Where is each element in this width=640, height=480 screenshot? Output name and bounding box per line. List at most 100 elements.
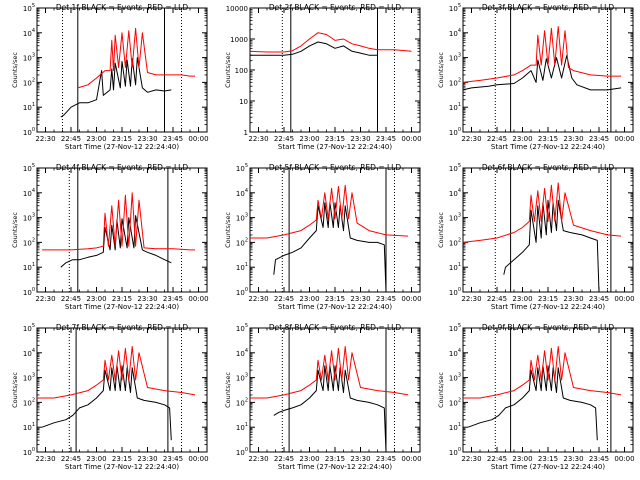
x-tick-label: 22:45 [274, 135, 294, 143]
x-tick-label: 23:45 [589, 295, 609, 303]
lld-series-line [463, 346, 622, 399]
y-tick-label: 103 [23, 373, 35, 383]
x-tick-label: 00:00 [188, 135, 208, 143]
y-axis-label: Counts/sec [11, 372, 19, 408]
panel-det-5: 100 101 102 103 104 105 22:30 22:45 23:00 23:15 23… [224, 163, 422, 311]
panel-title: Det 2f BLACK = Events, RED = LLD [269, 3, 402, 12]
x-tick-label: 22:30 [35, 295, 55, 303]
x-tick-label: 00:00 [401, 455, 421, 463]
x-tick-label: 23:30 [137, 295, 157, 303]
y-axis-label: Counts/sec [224, 52, 232, 88]
y-tick-label: 105 [236, 163, 248, 173]
x-tick-label: 23:30 [350, 135, 370, 143]
y-tick-label: 100 [236, 447, 248, 457]
x-tick-label: 23:00 [512, 295, 532, 303]
panel-title: Det 5f BLACK = Events, RED = LLD [269, 163, 402, 172]
x-tick-label: 23:45 [376, 135, 396, 143]
x-tick-label: 23:00 [86, 295, 106, 303]
x-tick-label: 23:30 [563, 295, 583, 303]
y-tick-label: 102 [23, 237, 35, 247]
events-series-line [41, 365, 172, 441]
x-tick-label: 23:00 [299, 295, 319, 303]
x-tick-label: 00:00 [614, 455, 634, 463]
y-tick-label: 102 [236, 237, 248, 247]
y-tick-label: 104 [449, 28, 461, 38]
x-tick-label: 23:45 [376, 295, 396, 303]
panel-title: Det 9f BLACK = Events, RED = LLD [482, 323, 615, 332]
x-tick-label: 23:30 [137, 455, 157, 463]
y-tick-label: 100 [23, 287, 35, 297]
x-tick-label: 22:30 [461, 135, 481, 143]
x-axis-label: Start Time (27-Nov-12 22:24:40) [491, 143, 605, 151]
x-tick-label: 23:30 [563, 455, 583, 463]
x-tick-label: 22:30 [248, 295, 268, 303]
events-series-line [467, 365, 598, 441]
y-tick-label: 10000 [226, 5, 248, 13]
x-tick-label: 23:00 [86, 135, 106, 143]
x-tick-label: 23:15 [112, 135, 132, 143]
x-axis-label: Start Time (27-Nov-12 22:24:40) [65, 303, 179, 311]
x-tick-label: 22:45 [487, 455, 507, 463]
x-tick-label: 23:30 [350, 295, 370, 303]
y-tick-label: 10 [239, 98, 248, 106]
x-axis-label: Start Time (27-Nov-12 22:24:40) [278, 463, 392, 471]
x-axis-label: Start Time (27-Nov-12 22:24:40) [491, 303, 605, 311]
lld-series-line [77, 27, 196, 89]
y-tick-label: 1000 [230, 36, 248, 44]
panel-title: Det 8f BLACK = Events, RED = LLD [269, 323, 402, 332]
y-tick-label: 100 [23, 447, 35, 457]
y-tick-label: 100 [235, 67, 248, 75]
y-tick-label: 100 [23, 127, 35, 137]
x-tick-label: 22:45 [61, 295, 81, 303]
x-tick-label: 22:45 [61, 455, 81, 463]
y-tick-label: 102 [449, 397, 461, 407]
x-tick-label: 22:45 [487, 135, 507, 143]
x-tick-label: 23:30 [137, 135, 157, 143]
y-tick-label: 103 [23, 213, 35, 223]
x-tick-label: 23:00 [512, 455, 532, 463]
y-tick-label: 103 [236, 213, 248, 223]
y-tick-label: 102 [23, 397, 35, 407]
panel-det-6: 100 101 102 103 104 105 22:30 22:45 23:00 23:15 23… [437, 163, 635, 311]
lld-series-line [37, 346, 196, 399]
x-tick-label: 22:30 [461, 295, 481, 303]
y-axis-label: Counts/sec [437, 372, 445, 408]
lld-series-line [250, 184, 409, 239]
panel-title: Det 4f BLACK = Events, RED = LLD [56, 163, 189, 172]
x-axis-label: Start Time (27-Nov-12 22:24:40) [65, 463, 179, 471]
x-axis-label: Start Time (27-Nov-12 22:24:40) [65, 143, 179, 151]
panel-title: Det 3f BLACK = Events, RED = LLD [482, 3, 615, 12]
events-series-line [503, 199, 600, 293]
y-axis-label: Counts/sec [11, 212, 19, 248]
y-tick-label: 104 [236, 188, 248, 198]
y-tick-label: 104 [236, 348, 248, 358]
y-tick-label: 103 [449, 373, 461, 383]
panel-det-9: 100 101 102 103 104 105 22:30 22:45 23:00 23:15 23… [437, 323, 635, 471]
y-axis-label: Counts/sec [437, 212, 445, 248]
x-tick-label: 23:30 [563, 135, 583, 143]
x-tick-label: 22:30 [248, 455, 268, 463]
panel-title: Det 7f BLACK = Events, RED = LLD [56, 323, 189, 332]
panel-det-3: 100 101 102 103 104 105 22:30 22:45 23:00 23:15 23… [437, 3, 635, 151]
y-axis-label: Counts/sec [437, 52, 445, 88]
x-tick-label: 23:45 [163, 455, 183, 463]
x-tick-label: 23:45 [163, 295, 183, 303]
x-tick-label: 23:45 [589, 455, 609, 463]
y-tick-label: 101 [449, 102, 461, 112]
x-tick-label: 00:00 [188, 455, 208, 463]
lld-series-line [462, 26, 622, 83]
y-tick-label: 100 [449, 447, 461, 457]
events-series-line [462, 55, 622, 91]
x-tick-label: 22:30 [461, 455, 481, 463]
events-series-line [250, 41, 378, 56]
panel-det-2: 1 10 100 1000 10000 22:30 22:45 23:00 23:15 23:30… [224, 3, 422, 151]
y-tick-label: 1 [244, 129, 248, 137]
x-tick-label: 23:00 [86, 455, 106, 463]
y-tick-label: 104 [449, 348, 461, 358]
x-tick-label: 23:15 [325, 455, 345, 463]
x-tick-label: 22:30 [35, 135, 55, 143]
lld-series-line [250, 346, 409, 399]
y-tick-label: 102 [23, 77, 35, 87]
y-tick-label: 103 [449, 213, 461, 223]
y-tick-label: 105 [23, 323, 35, 333]
